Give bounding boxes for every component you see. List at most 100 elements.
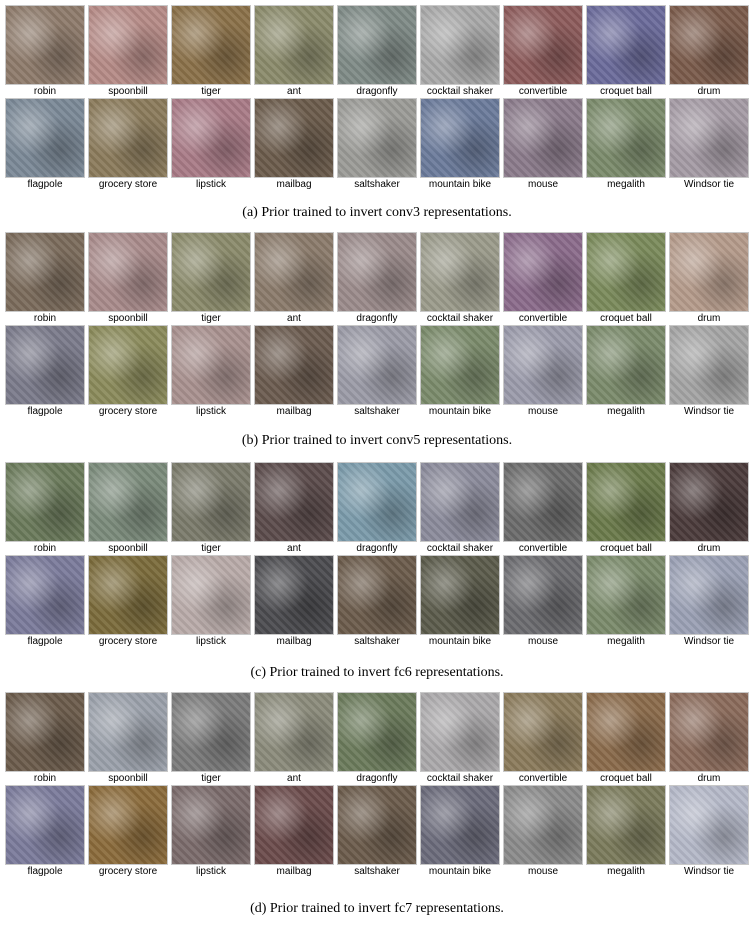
class-label: drum <box>697 773 721 784</box>
class-label: convertible <box>518 313 568 324</box>
image-row: flagpole grocery store lipstick mailbag salt… <box>5 785 751 878</box>
reconstruction-image <box>5 462 85 542</box>
class-label: megalith <box>607 636 645 647</box>
image-cell: robin <box>5 692 85 785</box>
reconstruction-image <box>171 98 251 178</box>
image-cell: convertible <box>503 692 583 785</box>
image-cell: mouse <box>503 785 583 878</box>
reconstruction-image <box>503 692 583 772</box>
class-label: dragonfly <box>356 543 398 554</box>
reconstruction-image <box>420 98 500 178</box>
image-cell: lipstick <box>171 785 251 878</box>
class-label: drum <box>697 313 721 324</box>
image-cell: saltshaker <box>337 785 417 878</box>
class-label: saltshaker <box>354 406 400 417</box>
image-cell: drum <box>669 462 749 555</box>
image-cell: lipstick <box>171 555 251 648</box>
reconstruction-image <box>88 462 168 542</box>
class-label: megalith <box>607 866 645 877</box>
image-cell: tiger <box>171 692 251 785</box>
class-label: saltshaker <box>354 866 400 877</box>
reconstruction-image <box>254 692 334 772</box>
reconstruction-image <box>503 232 583 312</box>
class-label: flagpole <box>27 636 63 647</box>
image-cell: convertible <box>503 462 583 555</box>
class-label: saltshaker <box>354 179 400 190</box>
image-cell: flagpole <box>5 785 85 878</box>
image-cell: flagpole <box>5 555 85 648</box>
class-label: croquet ball <box>600 313 652 324</box>
image-cell: grocery store <box>88 785 168 878</box>
class-label: ant <box>287 86 301 97</box>
image-grid: robin spoonbill tiger ant dragonfly cocktail … <box>5 232 751 418</box>
reconstruction-image <box>171 555 251 635</box>
image-cell: robin <box>5 462 85 555</box>
reconstruction-image <box>669 98 749 178</box>
reconstruction-image <box>503 98 583 178</box>
reconstruction-image <box>669 555 749 635</box>
image-cell: ant <box>254 232 334 325</box>
reconstruction-image <box>669 462 749 542</box>
class-label: megalith <box>607 406 645 417</box>
image-cell: dragonfly <box>337 462 417 555</box>
image-cell: drum <box>669 232 749 325</box>
class-label: robin <box>33 86 57 97</box>
reconstruction-image <box>171 692 251 772</box>
class-label: grocery store <box>98 866 158 877</box>
class-label: ant <box>287 313 301 324</box>
class-label: croquet ball <box>600 543 652 554</box>
image-cell: mountain bike <box>420 98 500 191</box>
class-label: lipstick <box>195 179 226 190</box>
class-label: mailbag <box>276 866 312 877</box>
class-label: dragonfly <box>356 773 398 784</box>
image-cell: robin <box>5 232 85 325</box>
panel-caption: (b) Prior trained to invert conv5 repres… <box>241 433 513 448</box>
class-label: Windsor tie <box>683 636 734 647</box>
class-label: mouse <box>527 636 558 647</box>
image-row: robin spoonbill tiger ant dragonfly cocktail … <box>5 692 751 785</box>
reconstruction-image <box>5 555 85 635</box>
image-cell: croquet ball <box>586 232 666 325</box>
class-label: drum <box>697 86 721 97</box>
class-label: Windsor tie <box>683 179 734 190</box>
figure-panel: robin spoonbill tiger ant dragonfly cocktail … <box>0 227 754 417</box>
class-label: mountain bike <box>428 179 492 190</box>
reconstruction-image <box>171 5 251 85</box>
image-cell: cocktail shaker <box>420 232 500 325</box>
reconstruction-image <box>254 5 334 85</box>
class-label: ant <box>287 773 301 784</box>
reconstruction-image <box>171 325 251 405</box>
reconstruction-image <box>337 785 417 865</box>
class-label: tiger <box>201 773 221 784</box>
class-label: robin <box>33 313 57 324</box>
figure-panel: robin spoonbill tiger ant dragonfly cocktail … <box>0 457 754 647</box>
image-cell: drum <box>669 692 749 785</box>
class-label: mountain bike <box>428 636 492 647</box>
reconstruction-image <box>88 98 168 178</box>
reconstruction-image <box>88 692 168 772</box>
class-label: megalith <box>607 179 645 190</box>
image-cell: mountain bike <box>420 325 500 418</box>
image-cell: saltshaker <box>337 98 417 191</box>
image-cell: convertible <box>503 232 583 325</box>
image-row: robin spoonbill tiger ant dragonfly cocktail … <box>5 232 751 325</box>
reconstruction-image <box>88 555 168 635</box>
reconstruction-image <box>420 325 500 405</box>
class-label: convertible <box>518 543 568 554</box>
class-label: lipstick <box>195 866 226 877</box>
image-cell: spoonbill <box>88 232 168 325</box>
reconstruction-image <box>503 325 583 405</box>
image-grid: robin spoonbill tiger ant dragonfly cocktail … <box>5 5 751 191</box>
class-label: flagpole <box>27 179 63 190</box>
reconstruction-image <box>420 5 500 85</box>
image-cell: mouse <box>503 98 583 191</box>
image-cell: drum <box>669 5 749 98</box>
image-cell: megalith <box>586 785 666 878</box>
figure-panel: robin spoonbill tiger ant dragonfly cocktail … <box>0 0 754 190</box>
class-label: spoonbill <box>108 773 148 784</box>
image-cell: robin <box>5 5 85 98</box>
image-cell: saltshaker <box>337 555 417 648</box>
image-cell: cocktail shaker <box>420 692 500 785</box>
reconstruction-image <box>254 232 334 312</box>
reconstruction-image <box>420 232 500 312</box>
